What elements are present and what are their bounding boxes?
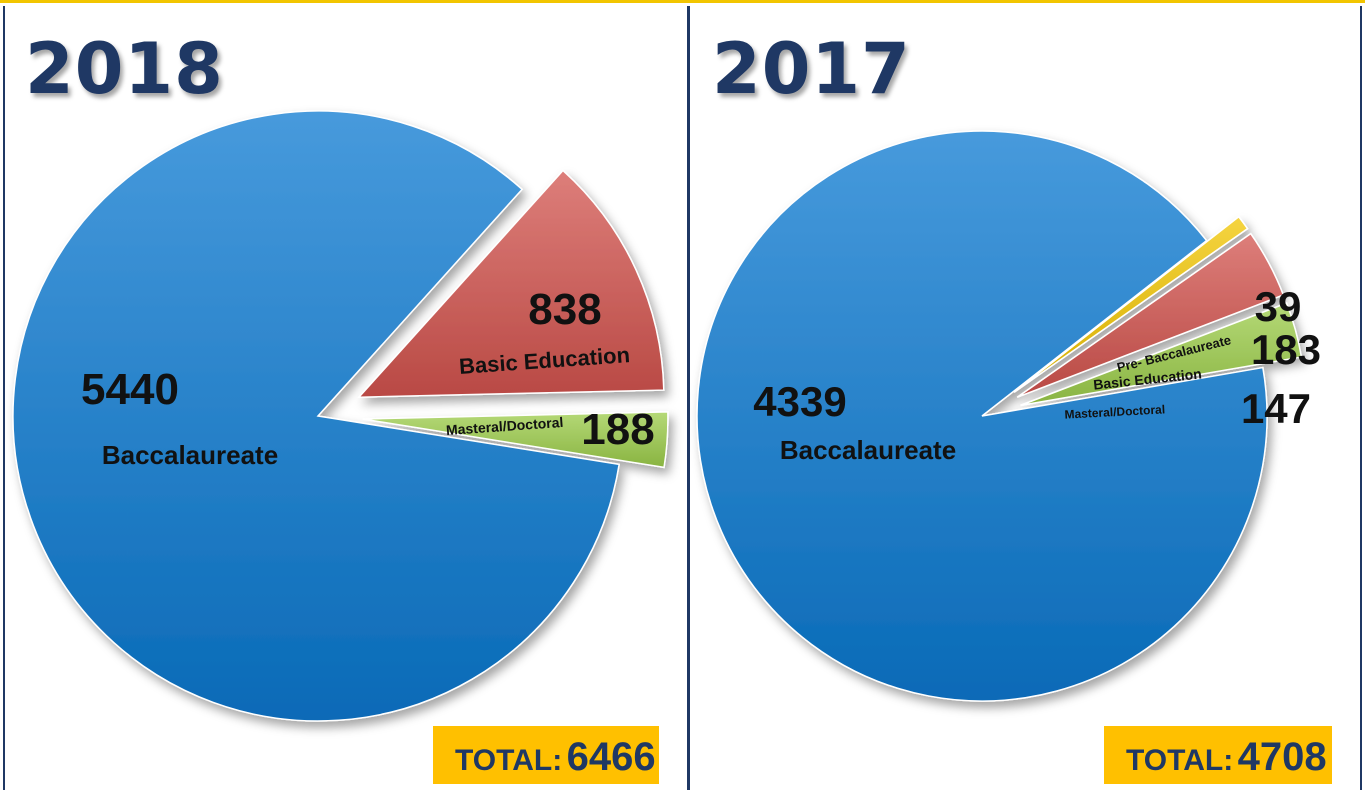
chart-panel-2017: 2017 4339 Baccalaureate 39 Pre- Baccalaurea… [688,6,1362,790]
data-label-basic-education: 183 [1251,326,1321,373]
pie-slice-basic-education [1016,232,1285,398]
pie-slice-masteral-doctoral [1020,302,1303,407]
total-badge: TOTAL: 6466 [433,726,659,784]
total-label: TOTAL: [1126,744,1234,777]
total-label: TOTAL: [455,744,563,777]
chart-title: 2018 [25,28,224,110]
data-label-baccalaureate: 5440 [81,365,179,414]
total-value: 6466 [566,735,656,779]
data-label-masteral-doctoral: 188 [581,405,654,454]
category-label-baccalaureate: Baccalaureate [102,440,278,470]
pie-slice-pre-baccalaureate [1013,215,1249,393]
total-value: 4708 [1237,735,1327,779]
data-label-pre-baccalaureate: 39 [1255,283,1302,330]
pie-slice-baccalaureate [12,110,621,722]
category-label-masteral-doctoral: Masteral/Doctoral [1064,402,1165,421]
pie-slice-masteral-doctoral [362,411,669,469]
pie-slice-baccalaureate [696,130,1268,702]
data-label-basic-education: 838 [528,285,601,334]
total-badge: TOTAL: 4708 [1104,726,1332,784]
category-label-baccalaureate: Baccalaureate [780,435,956,465]
data-label-masteral-doctoral: 147 [1241,385,1311,432]
data-label-baccalaureate: 4339 [753,378,846,425]
chart-panel-2018: 2018 5440 Baccalaureate 838 Basic Education… [3,6,689,790]
chart-title: 2017 [712,28,911,110]
pie-slice-basic-education [357,169,665,399]
